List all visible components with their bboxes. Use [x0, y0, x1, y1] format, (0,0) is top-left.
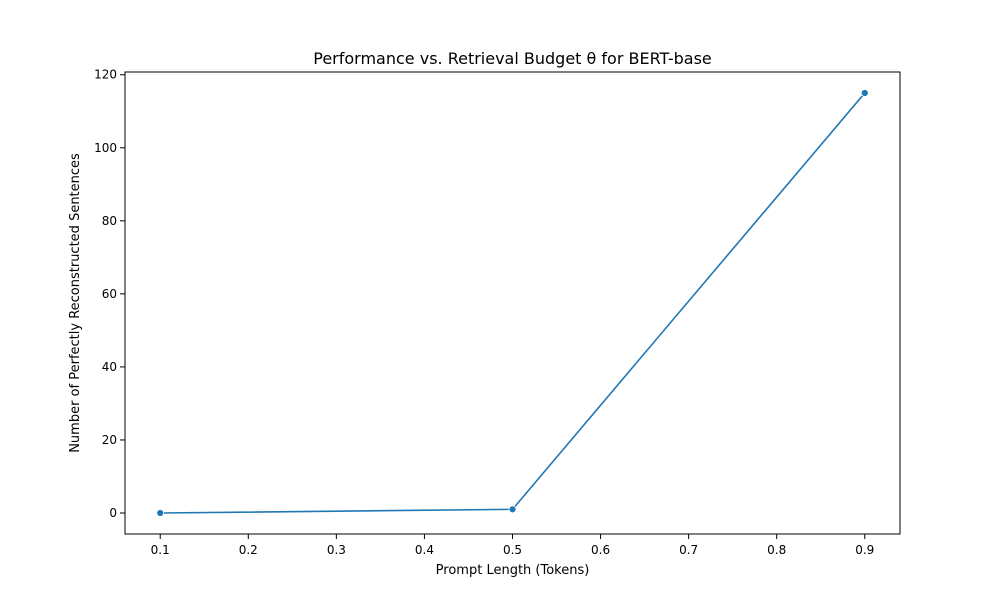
y-tick-label: 60: [102, 287, 117, 301]
plot-frame: [124, 71, 901, 535]
x-tick-label: 0.2: [239, 543, 258, 557]
x-tick-label: 0.8: [767, 543, 786, 557]
x-tick-label: 0.4: [415, 543, 434, 557]
data-point: [156, 509, 165, 517]
x-tick-label: 0.9: [855, 543, 874, 557]
plot-background: [125, 72, 900, 534]
x-tick-label: 0.6: [591, 543, 610, 557]
x-tick-label: 0.5: [503, 543, 522, 557]
y-tick-label: 80: [102, 214, 117, 228]
data-point: [508, 505, 517, 514]
x-tick-label: 0.3: [327, 543, 346, 557]
y-axis-ticks: 0 20 40 60 80 100 120: [94, 68, 125, 520]
series-layer: [156, 89, 869, 517]
x-axis-ticks: 0.1 0.2 0.3 0.4 0.5 0.6 0.7 0.8 0.9: [151, 534, 874, 557]
y-tick-label: 120: [94, 68, 117, 82]
x-axis-label: Prompt Length (Tokens): [436, 563, 590, 578]
y-tick-label: 0: [109, 506, 117, 520]
x-tick-label: 0.1: [151, 543, 170, 557]
chart-title: Performance vs. Retrieval Budget θ for B…: [313, 49, 712, 68]
y-tick-label: 100: [94, 141, 117, 155]
data-point: [860, 89, 869, 97]
x-tick-label: 0.7: [679, 543, 698, 557]
y-tick-label: 40: [102, 360, 117, 374]
y-axis-label: Number of Perfectly Reconstructed Senten…: [68, 153, 83, 453]
y-tick-label: 20: [102, 433, 117, 447]
